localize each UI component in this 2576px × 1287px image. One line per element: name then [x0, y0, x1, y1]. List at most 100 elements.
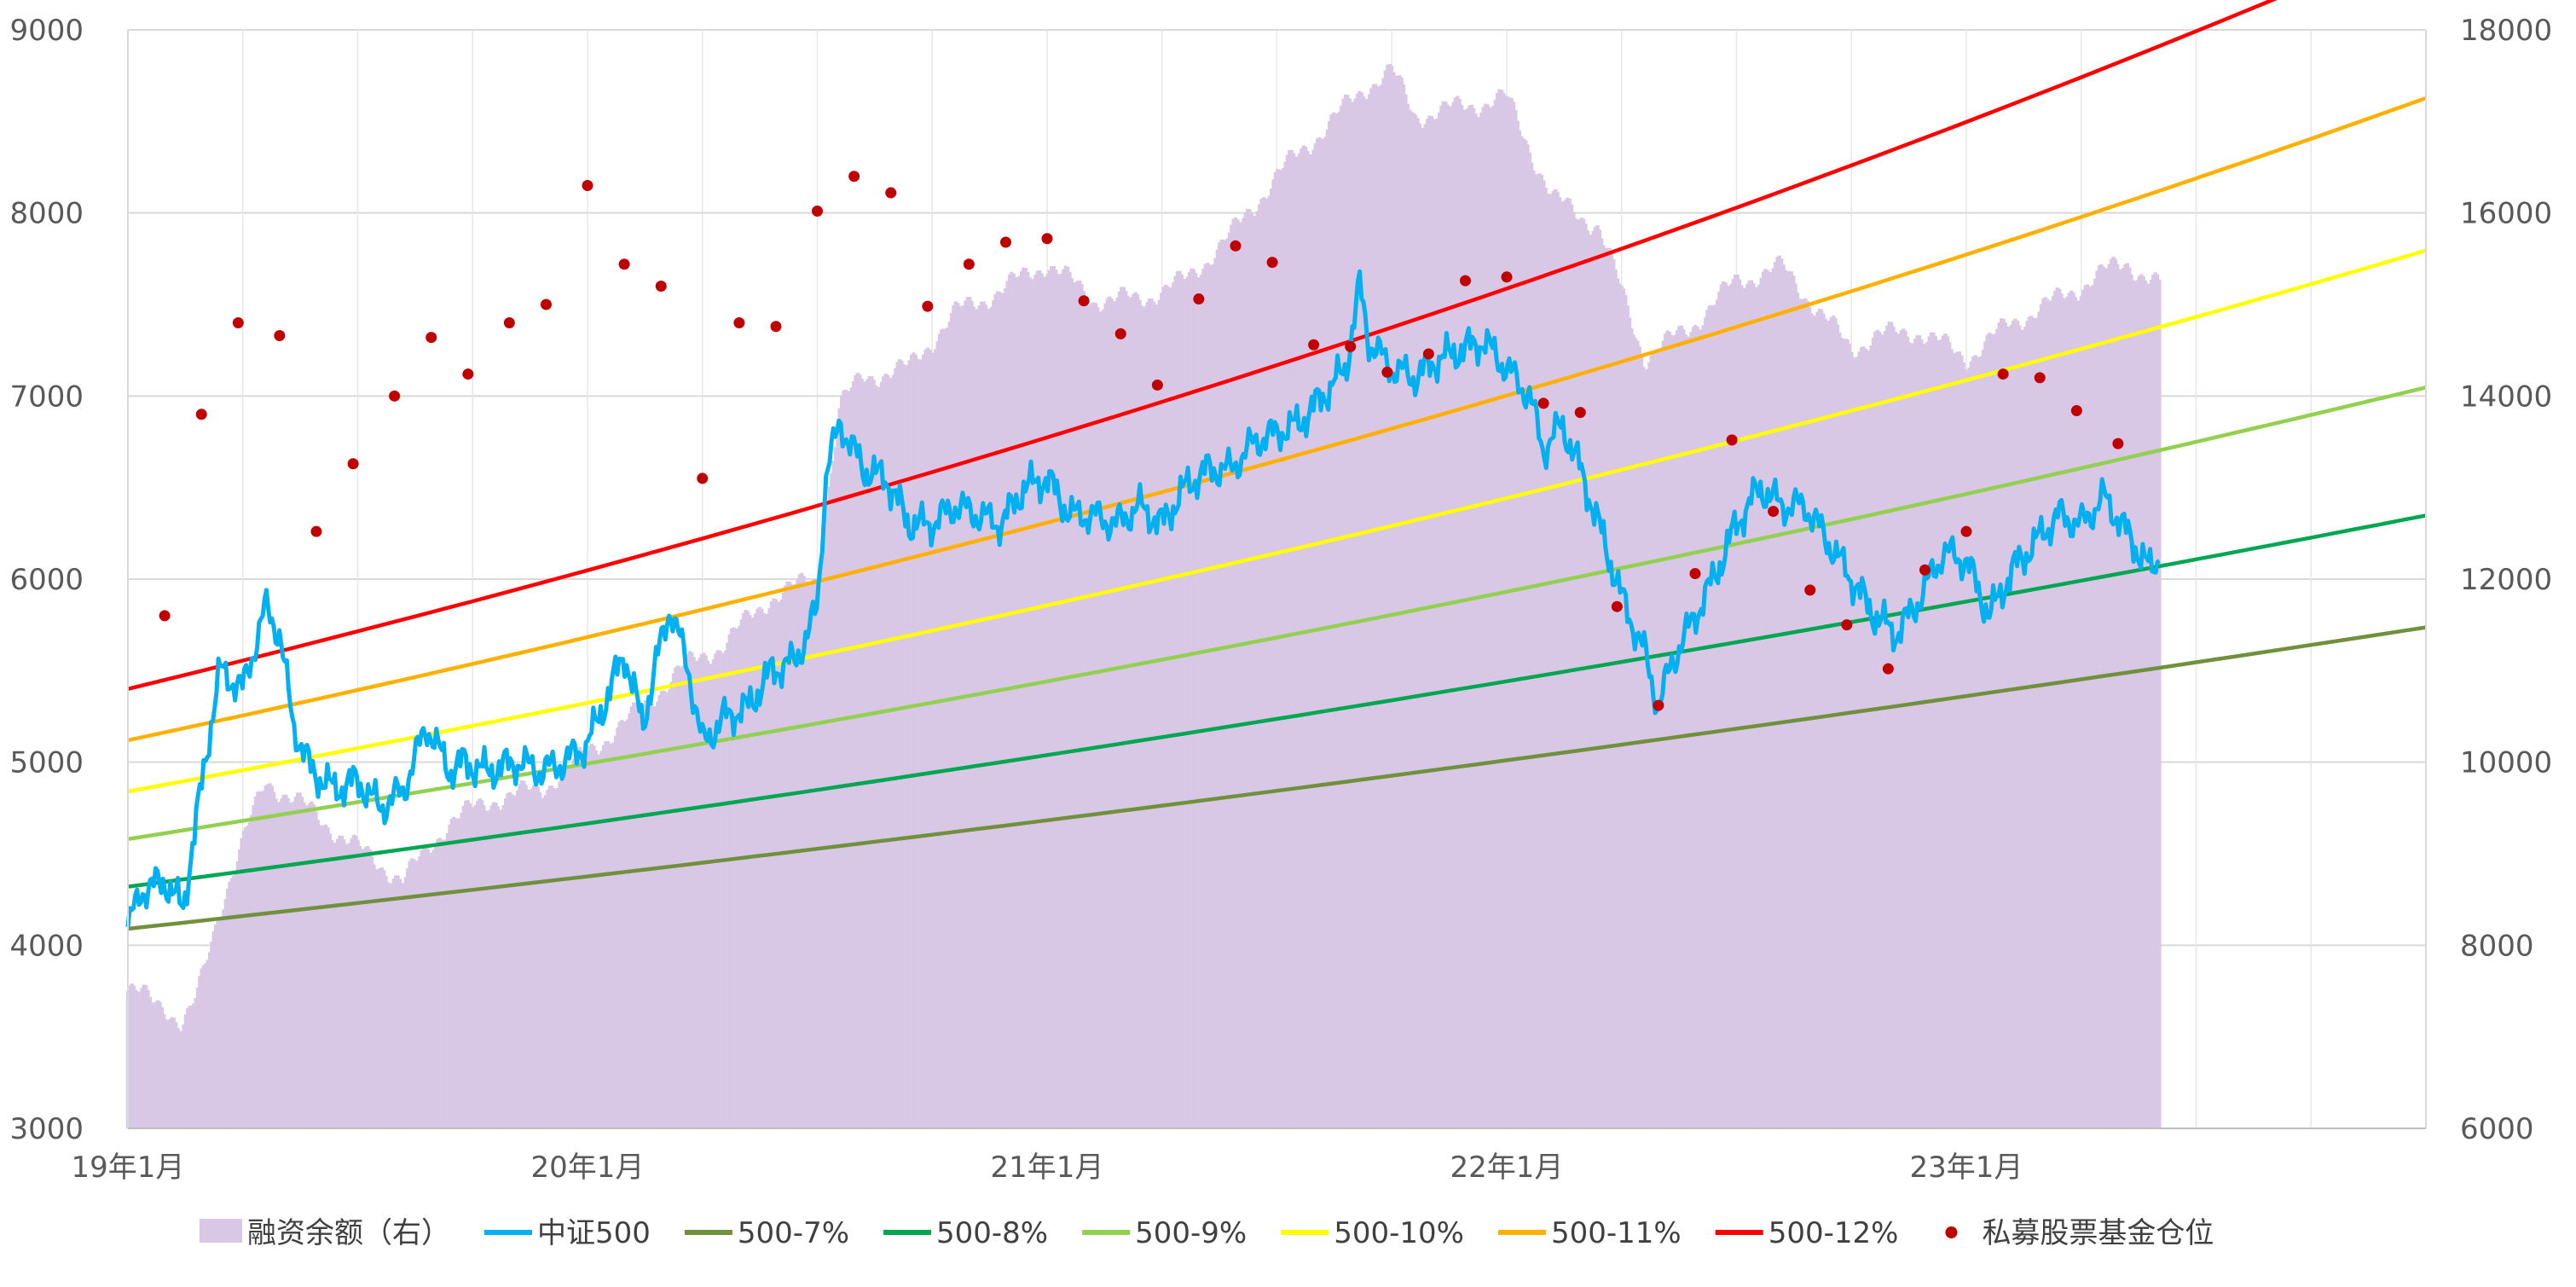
margin-balance-bar: [1799, 300, 1803, 1128]
margin-balance-bar: [259, 791, 264, 1128]
margin-balance-bar: [2101, 266, 2105, 1128]
margin-balance-bar: [1995, 328, 2000, 1128]
margin-balance-bar: [1283, 162, 1288, 1129]
margin-balance-bar: [955, 303, 960, 1128]
right-axis-tick-label: 12000: [2460, 563, 2552, 597]
margin-balance-bar: [495, 806, 500, 1128]
private-fund-position-dot: [963, 258, 975, 270]
margin-balance-bar: [1851, 357, 1855, 1128]
margin-balance-bar: [336, 838, 340, 1128]
margin-balance-bar: [433, 844, 438, 1128]
margin-balance-bar: [906, 364, 910, 1128]
margin-balance-bar: [1841, 339, 1846, 1128]
margin-balance-bar: [1077, 280, 1082, 1129]
margin-balance-bar: [1579, 217, 1583, 1129]
margin-balance-bar: [2103, 269, 2108, 1129]
margin-balance-bar: [1201, 269, 1206, 1128]
margin-balance-bar: [1487, 107, 1492, 1128]
margin-balance-bar: [2151, 274, 2156, 1128]
margin-balance-bar: [1795, 292, 1800, 1128]
margin-balance-bar: [1618, 283, 1622, 1128]
left-axis-tick-label: 9000: [9, 14, 84, 48]
margin-balance-bar: [1439, 105, 1444, 1129]
margin-balance-bar: [1007, 274, 1012, 1128]
margin-balance-bar: [1939, 339, 1943, 1129]
margin-balance-bar: [1863, 348, 1867, 1128]
margin-balance-bar: [1483, 103, 1488, 1128]
margin-balance-bar: [1511, 101, 1516, 1129]
margin-balance-bar: [287, 802, 292, 1128]
margin-balance-bar: [1319, 138, 1324, 1128]
margin-balance-bar: [1913, 339, 1918, 1128]
margin-balance-bar: [1581, 218, 1586, 1128]
margin-balance-bar: [2079, 296, 2084, 1128]
margin-balance-bar: [1023, 268, 1028, 1128]
margin-balance-bar: [793, 583, 798, 1128]
margin-balance-bar: [888, 377, 892, 1128]
margin-balance-bar: [663, 692, 668, 1128]
margin-balance-bar: [1989, 333, 1994, 1128]
margin-balance-bar: [1465, 108, 1470, 1129]
margin-balance-bar: [207, 952, 212, 1128]
margin-balance-bar: [292, 801, 296, 1128]
margin-balance-bar: [1923, 345, 1928, 1128]
margin-balance-bar: [327, 833, 333, 1128]
axes: 3000 4000 5000 6000 7000 8000 9000 6000 8000 1000…: [9, 14, 2552, 1185]
margin-balance-bar: [1765, 270, 1769, 1128]
margin-balance-bar: [1303, 147, 1308, 1128]
margin-balance-bar: [211, 931, 217, 1128]
margin-balance-bar: [729, 629, 734, 1128]
margin-balance-bar: [1670, 334, 1674, 1128]
margin-balance-bar: [2047, 301, 2052, 1128]
margin-balance-bar: [586, 751, 590, 1128]
margin-balance-bar: [723, 650, 728, 1128]
margin-balance-bar: [1792, 275, 1796, 1129]
private-fund-position-dot: [159, 610, 171, 622]
margin-balance-bar: [1019, 271, 1024, 1129]
margin-balance-bar: [2085, 284, 2090, 1128]
margin-balance-bar: [738, 625, 742, 1128]
margin-balance-bar: [702, 652, 706, 1128]
margin-balance-bar: [232, 875, 236, 1128]
margin-balance-bar: [1722, 281, 1726, 1128]
margin-balance-bar: [708, 664, 712, 1128]
private-fund-position-dot: [1501, 271, 1513, 283]
margin-balance-bar: [715, 650, 720, 1128]
legend-swatch-dot: [1945, 1226, 1958, 1238]
margin-balance-bar: [171, 1017, 177, 1128]
x-axis-tick-label: 20年1月: [531, 1151, 645, 1185]
margin-balance-bar: [226, 889, 230, 1128]
margin-balance-bar: [830, 472, 834, 1128]
margin-balance-bar: [992, 300, 996, 1129]
margin-balance-bar: [705, 660, 710, 1128]
margin-balance-bar: [1839, 338, 1844, 1128]
margin-balance-bar: [1093, 303, 1098, 1128]
margin-balance-bar: [1363, 99, 1368, 1129]
margin-balance-bar: [342, 839, 346, 1128]
margin-balance-bar: [323, 824, 328, 1128]
margin-balance-bar: [839, 396, 844, 1129]
margin-balance-bar: [315, 820, 320, 1128]
margin-balance-bar: [1514, 110, 1518, 1129]
margin-balance-bar: [785, 581, 790, 1128]
margin-balance-bar: [1371, 84, 1376, 1129]
margin-balance-bar: [1231, 218, 1236, 1128]
margin-balance-bar: [284, 794, 288, 1128]
margin-balance-bar: [1117, 291, 1122, 1128]
margin-balance-bar: [1771, 268, 1776, 1129]
margin-balance-bar: [977, 305, 982, 1128]
margin-balance-bar: [409, 858, 414, 1128]
margin-balance-bar: [1355, 93, 1360, 1128]
margin-balance-bar: [975, 309, 980, 1128]
legend-swatch-bar: [200, 1219, 242, 1243]
margin-balance-bar: [2127, 267, 2132, 1128]
margin-balance-bar: [592, 745, 596, 1128]
margin-balance-bar: [516, 790, 520, 1128]
margin-balance-bar: [1365, 98, 1370, 1128]
margin-balance-bar: [1875, 329, 1879, 1128]
margin-balance-bar: [1237, 222, 1242, 1128]
margin-balance-bar: [574, 751, 578, 1128]
margin-balance-bar: [241, 831, 246, 1128]
margin-balance-bar: [1479, 112, 1484, 1128]
margin-balance-bar: [1013, 276, 1018, 1128]
